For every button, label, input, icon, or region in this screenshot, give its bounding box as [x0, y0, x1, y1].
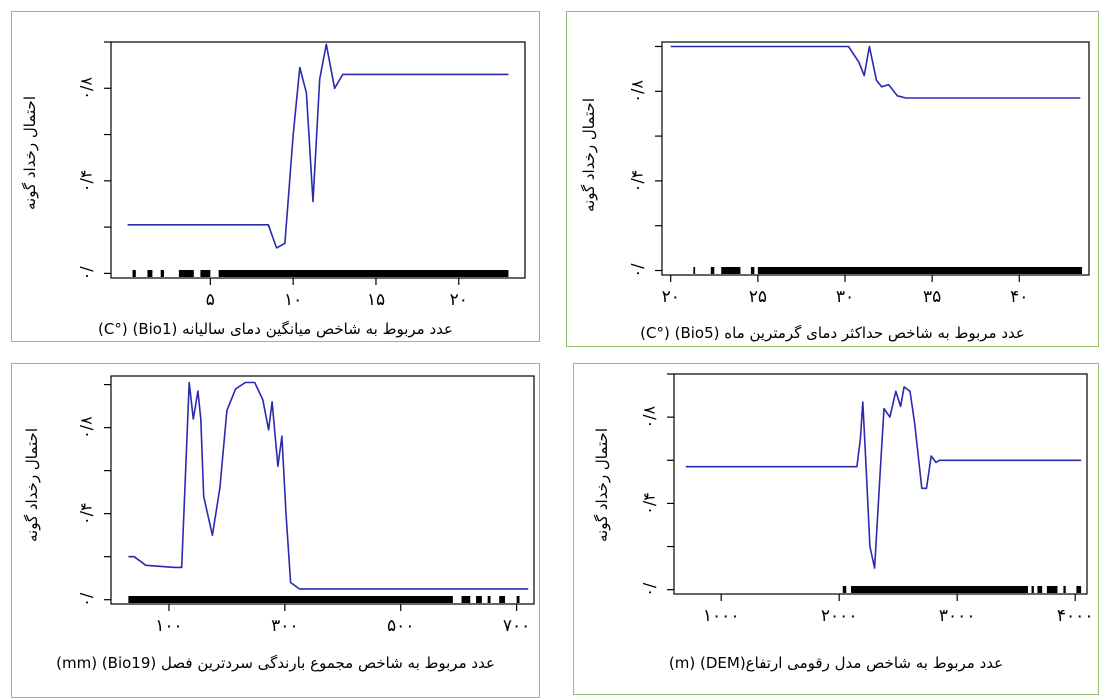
rug-mark: [218, 270, 509, 277]
rug-mark: [476, 596, 482, 603]
plot-frame: [110, 41, 526, 279]
x-tick-label: ۲۰۰۰: [821, 606, 858, 626]
x-tick-label: ۱۵: [367, 290, 385, 310]
rug-mark: [1063, 586, 1066, 593]
x-tick-label: ۳۰۰۰: [939, 606, 976, 626]
rug-mark: [128, 596, 453, 603]
rug-mark: [178, 270, 194, 277]
x-tick-label: ۳۰: [836, 287, 854, 307]
plot-frame: [673, 373, 1088, 595]
chart-svg-dem: ۰/۰/۴ ۰/۸ ۱۰۰۰ ۲۰۰۰ ۳۰۰۰ ۴۰۰۰: [640, 373, 1094, 626]
x-tick-label: ۲۰: [662, 287, 680, 307]
rug-mark: [842, 586, 847, 593]
y-axis-label: احتمال رخداد گونه: [23, 428, 41, 542]
y-axis-label: احتمال رخداد گونه: [580, 98, 598, 212]
chart-panel-bio5: ۰/۰/۴ ۰/۸ ۲۰ ۲۵ ۳۰ ۳۵ ۴۰ احتمال رخداد گونه عدد…: [566, 11, 1099, 347]
y-tick-label: ۰/۴: [628, 170, 647, 193]
chart-panel-dem: ۰/۰/۴ ۰/۸ ۱۰۰۰ ۲۰۰۰ ۳۰۰۰ ۴۰۰۰ احتمال رخداد گو…: [573, 363, 1099, 695]
y-tick-label: ۰/: [628, 263, 647, 278]
series-line: [685, 386, 1082, 569]
chart-svg-bio19: ۰/۰/۴ ۰/۸ ۱۰۰ ۳۰۰ ۵۰۰ ۷۰۰: [77, 375, 535, 636]
y-tick-label: ۰/۸: [77, 77, 96, 100]
x-axis-label: عدد مربوط به شاخص مدل رقومی ارتفاع(DEM) …: [668, 654, 1004, 672]
x-tick-label: ۷۰۰: [503, 616, 530, 636]
rug-mark: [132, 270, 136, 277]
rug-mark: [1076, 586, 1082, 593]
rug-mark: [487, 596, 491, 603]
chart-panel-bio1: ۰/۰/۴ ۰/۸ ۵ ۱۰ ۱۵ ۲۰ احتمال رخداد گونه عدد مر…: [11, 11, 540, 342]
plot-frame: [661, 41, 1090, 276]
x-tick-label: ۵: [206, 290, 215, 310]
chart-svg-bio1: ۰/۰/۴ ۰/۸ ۵ ۱۰ ۱۵ ۲۰: [77, 41, 526, 310]
y-tick-label: ۰/۴: [640, 492, 659, 515]
rug-mark: [160, 270, 164, 277]
x-tick-label: ۳۵: [923, 287, 941, 307]
series-line: [127, 43, 509, 249]
rug-mark: [461, 596, 471, 603]
x-axis-label: عدد مربوط به شاخص میانگین دمای سالیانه (…: [98, 320, 453, 338]
chart-panel-bio19: ۰/۰/۴ ۰/۸ ۱۰۰ ۳۰۰ ۵۰۰ ۷۰۰ احتمال رخداد گونه ع…: [11, 363, 540, 698]
rug-mark: [721, 267, 741, 274]
rug-mark: [750, 267, 755, 274]
x-axis-label: عدد مربوط به شاخص حداکثر دمای گرمترین ما…: [640, 324, 1025, 342]
x-tick-label: ۲۵: [749, 287, 767, 307]
y-axis-label: احتمال رخداد گونه: [21, 96, 39, 210]
x-tick-label: ۱۰۰۰: [703, 606, 740, 626]
x-tick-label: ۵۰۰: [387, 616, 414, 636]
x-tick-label: ۱۰: [284, 290, 302, 310]
x-tick-label: ۲۰: [450, 290, 468, 310]
y-tick-label: ۰/۴: [77, 170, 96, 193]
x-tick-label: ۱۰۰: [155, 616, 182, 636]
x-tick-label: ۴۰: [1010, 287, 1028, 307]
x-tick-label: ۳۰۰: [271, 616, 298, 636]
rug-mark: [693, 267, 696, 274]
y-tick-label: ۰/۸: [640, 405, 659, 428]
y-tick-label: ۰/۴: [77, 502, 96, 525]
y-tick-label: ۰/: [77, 266, 96, 281]
rug-mark: [499, 596, 506, 603]
plot-frame: [110, 375, 535, 605]
series-line: [128, 381, 529, 590]
rug-mark: [1037, 586, 1043, 593]
rug-mark: [1046, 586, 1058, 593]
series-line: [670, 45, 1081, 99]
y-tick-label: ۰/: [640, 582, 659, 597]
y-tick-label: ۰/: [77, 592, 96, 607]
y-tick-label: ۰/۸: [77, 416, 96, 439]
rug-mark: [200, 270, 211, 277]
x-tick-label: ۴۰۰۰: [1057, 606, 1094, 626]
y-axis-label: احتمال رخداد گونه: [593, 428, 611, 542]
rug-mark: [516, 596, 520, 603]
x-axis-label: عدد مربوط به شاخص مجموع بارندگی سردترین …: [56, 654, 495, 672]
rug-mark: [710, 267, 715, 274]
y-tick-label: ۰/۸: [628, 80, 647, 103]
chart-svg-bio5: ۰/۰/۴ ۰/۸ ۲۰ ۲۵ ۳۰ ۳۵ ۴۰: [628, 41, 1090, 307]
rug-mark: [147, 270, 153, 277]
rug-mark: [851, 586, 1028, 593]
rug-mark: [757, 267, 1083, 274]
rug-mark: [1031, 586, 1034, 593]
